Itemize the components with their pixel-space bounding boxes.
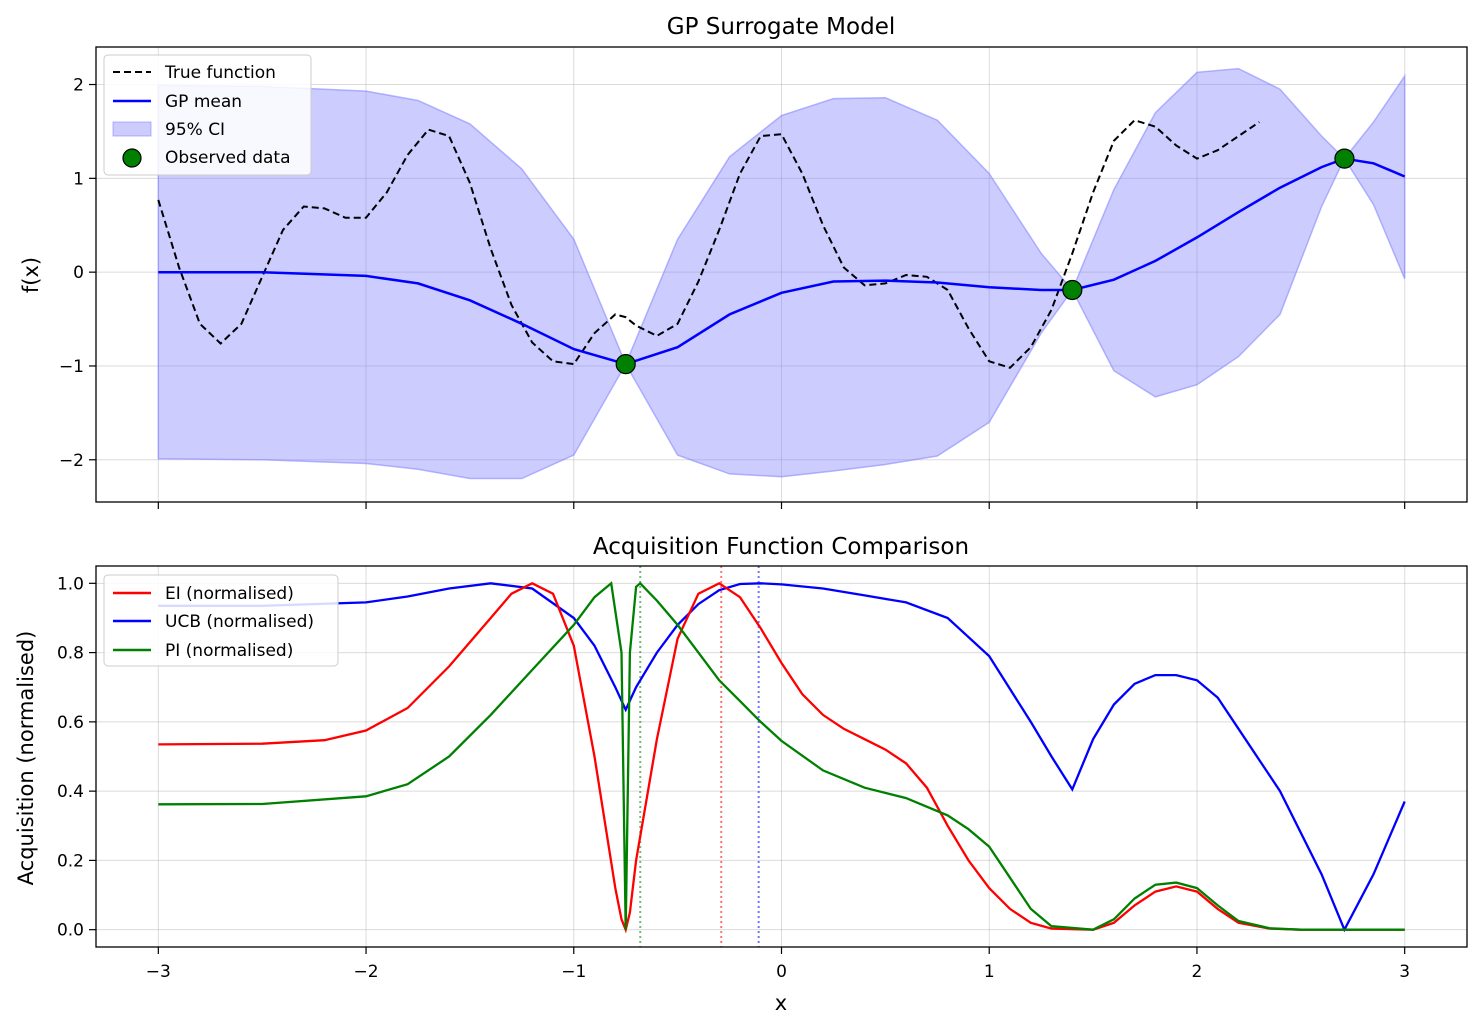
observed-points xyxy=(615,148,1355,375)
argmax-lines xyxy=(639,566,760,947)
bottom-title: Acquisition Function Comparison xyxy=(593,534,969,560)
bottom-xtick-label: −1 xyxy=(561,962,586,982)
ei-line xyxy=(158,581,1405,934)
top-ytick-label: −2 xyxy=(59,451,84,471)
legend-observed-label: Observed data xyxy=(165,148,290,168)
ci-band xyxy=(157,67,1406,480)
bottom-xtick-label: −2 xyxy=(354,962,379,982)
bottom-ytick-label: 0.8 xyxy=(57,644,84,664)
top-ytick-label: 1 xyxy=(73,169,84,189)
legend-observed-swatch xyxy=(122,148,142,168)
bottom-xtick-label: 0 xyxy=(776,962,787,982)
bottom-ticks: −3 −2 −1 0 1 2 3 0.0 0.2 0.4 0.6 0.8 1.0 xyxy=(57,574,1410,982)
bottom-xtick-label: 2 xyxy=(1192,962,1203,982)
top-ylabel: f(x) xyxy=(19,257,43,293)
bottom-ytick-label: 0.2 xyxy=(57,851,84,871)
bottom-xlabel: x xyxy=(775,991,787,1015)
top-legend: True function GP mean 95% CI Observed da… xyxy=(103,54,312,176)
legend-ucb-label: UCB (normalised) xyxy=(165,612,314,632)
observed-point xyxy=(1334,148,1355,169)
true-function-line xyxy=(157,119,1260,369)
top-panel: GP Surrogate Model −2 −1 0 1 2 f(x) True fun… xyxy=(19,14,1468,509)
legend-pi-label: PI (normalised) xyxy=(165,641,293,661)
bottom-legend-box xyxy=(103,574,339,667)
legend-gp-mean-label: GP mean xyxy=(165,92,242,112)
observed-point xyxy=(615,353,636,375)
bottom-legend: EI (normalised) UCB (normalised) PI (nor… xyxy=(103,574,339,667)
legend-ci-swatch xyxy=(112,121,152,137)
bottom-ylabel: Acquisition (normalised) xyxy=(14,631,38,886)
bottom-ytick-label: 0.6 xyxy=(57,713,84,733)
ucb-line xyxy=(158,582,1406,933)
top-ytick-label: 2 xyxy=(73,76,84,96)
bottom-panel: Acquisition Function Comparison −3 −2 −1 0 1… xyxy=(14,534,1468,1015)
top-legend-box xyxy=(103,54,312,176)
top-ticks: −2 −1 0 1 2 xyxy=(59,76,1406,509)
bottom-ytick-label: 0.0 xyxy=(57,921,84,941)
bottom-xtick-label: −3 xyxy=(146,962,171,982)
bottom-xtick-label: 3 xyxy=(1399,962,1410,982)
top-ytick-label: 0 xyxy=(73,263,84,283)
bottom-xtick-label: 1 xyxy=(984,962,995,982)
legend-ci-label: 95% CI xyxy=(165,120,225,140)
top-ytick-label: −1 xyxy=(59,357,84,377)
bottom-ytick-label: 0.4 xyxy=(57,782,84,802)
legend-ei-label: EI (normalised) xyxy=(165,584,294,604)
top-title: GP Surrogate Model xyxy=(667,14,895,40)
bottom-ytick-label: 1.0 xyxy=(57,574,84,594)
pi-line xyxy=(158,581,1405,931)
top-grid xyxy=(96,47,1467,502)
observed-point xyxy=(1062,279,1083,301)
gp-mean-line xyxy=(158,157,1406,366)
legend-true-function-label: True function xyxy=(164,63,276,83)
